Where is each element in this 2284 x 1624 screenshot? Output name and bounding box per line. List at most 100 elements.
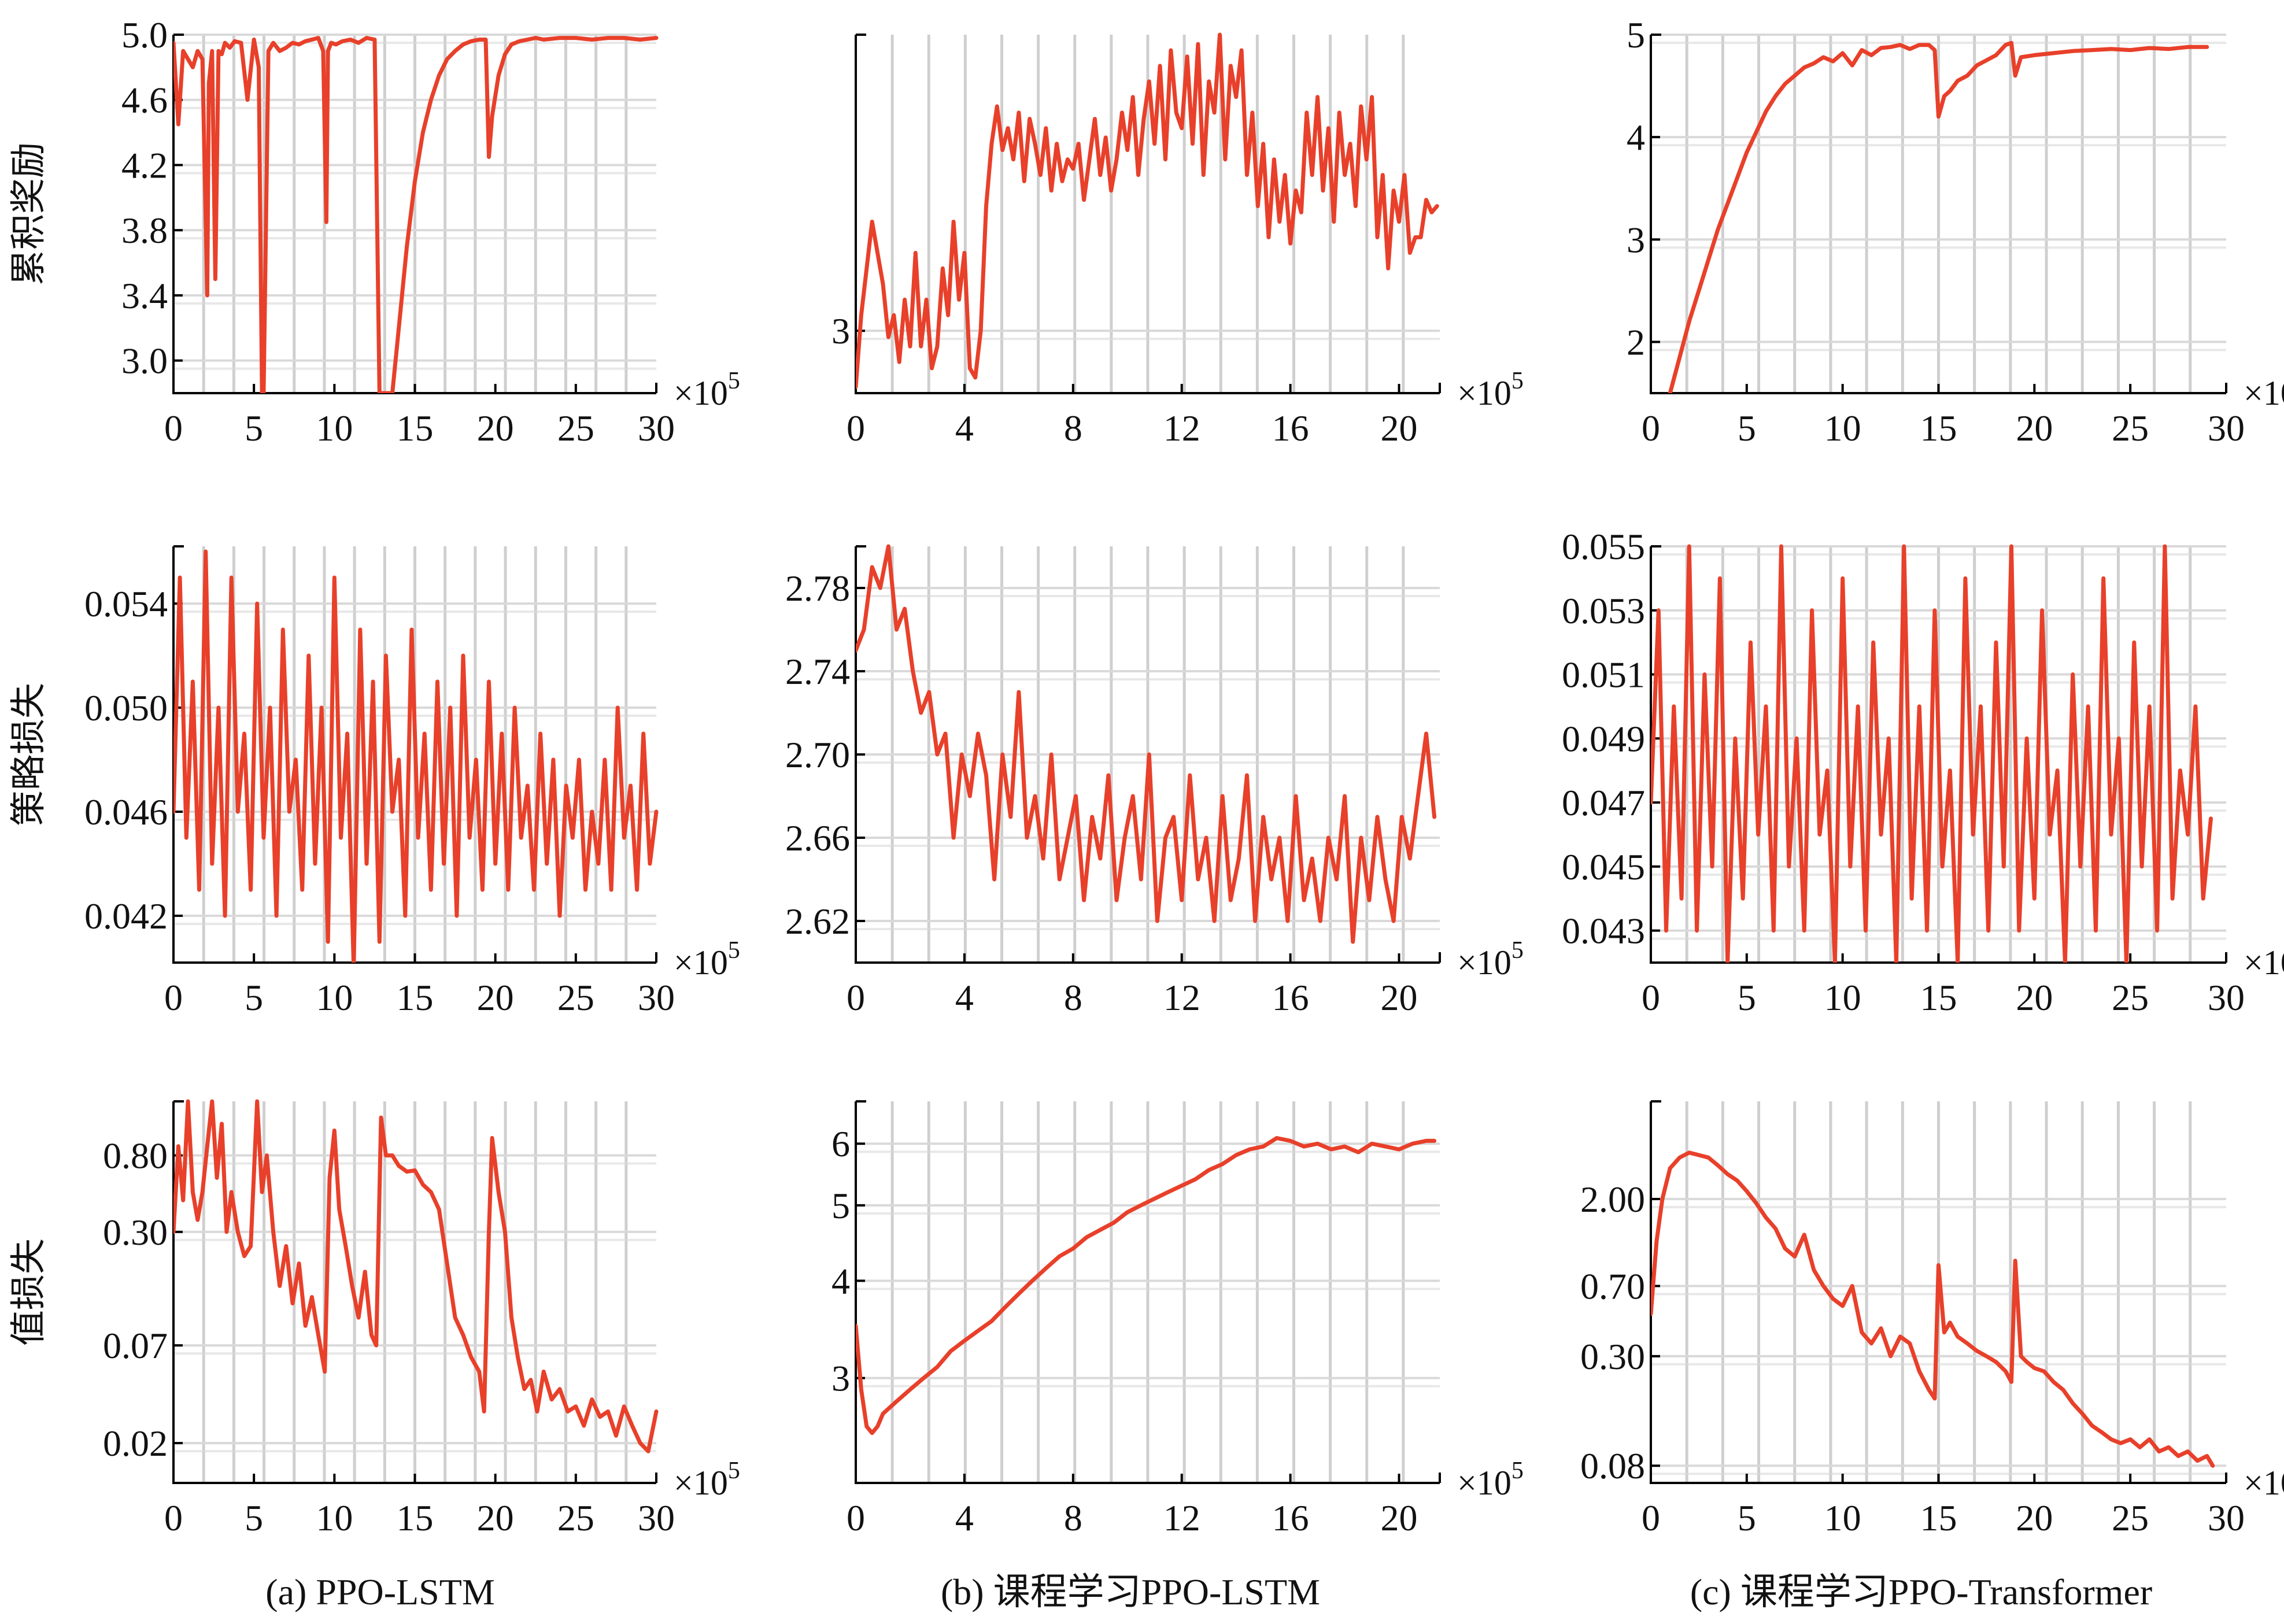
series-line [173,549,659,963]
x-tick-label: 15 [1920,1497,1957,1538]
x-tick-label: 8 [1064,1497,1082,1538]
y-tick-label: 2.74 [785,651,850,692]
y-tick-label: 0.045 [1562,846,1645,887]
x-tick-label: 16 [1272,1497,1309,1538]
x-tick-label: 0 [164,1497,183,1538]
y-tick-label: 2.00 [1580,1179,1645,1220]
x-tick-label: 0 [847,1497,865,1538]
y-tick-label: 0.049 [1562,718,1645,759]
y-tick-label: 0.08 [1580,1445,1645,1486]
x-tick-label: 20 [1381,1497,1418,1538]
y-tick-label: 4.2 [121,145,168,186]
y-tick-label: 0.043 [1562,911,1645,952]
y-tick-label: 0.054 [84,583,168,624]
x-tick-label: 10 [1824,408,1861,449]
x-tick-label: 30 [638,1497,675,1538]
series-line [1668,40,2209,393]
chart-b-value: 0 4 8 12 16 20 3 4 5 6 ×105 [831,1100,1524,1538]
series-line [173,1099,659,1453]
chart-b-policy: 0 4 8 12 16 20 2.62 2.66 2.70 2.74 2.78 ×105 [785,544,1524,1018]
series-line [856,1136,1437,1436]
chart-a-policy: 0 5 10 15 20 25 30 0.042 0.046 0.050 0.054 ×105 策略损失 [7,545,740,1018]
caption-2: (b) 课程学习PPO-LSTM [941,1571,1320,1612]
y-tick-label: 5 [1627,14,1645,56]
x-tick-label: 15 [397,977,434,1018]
y-tick-label: 0.051 [1562,654,1645,696]
y-tick-label: 2.62 [785,901,850,942]
chart-a-reward: 0 5 10 15 20 25 30 3.0 3.4 3.8 4.2 4.6 5.0 ×105 累积奖励 [7,14,740,449]
x-tick-label: 15 [397,1497,434,1538]
y-tick-label: 0.02 [103,1423,168,1464]
x-multiplier-exponent: 5 [728,1457,740,1484]
x-tick-label: 30 [638,408,675,449]
y-tick-label: 0.042 [84,896,168,937]
x-tick-label: 16 [1272,408,1309,449]
x-tick-label: 0 [847,977,865,1018]
x-tick-label: 20 [2016,408,2053,449]
x-multiplier: ×105 [674,937,740,982]
x-tick-label: 10 [316,1497,353,1538]
series-line [1651,1151,2215,1468]
y-tick-label: 4 [1627,117,1645,158]
y-tick-label: 6 [831,1123,850,1164]
y-tick-label: 0.055 [1562,526,1645,567]
x-tick-label: 0 [164,977,183,1018]
x-tick-label: 5 [1738,977,1756,1018]
x-multiplier-exponent: 5 [728,937,740,964]
x-tick-label: 0 [1642,408,1660,449]
chart-c-reward: 0 5 10 15 20 25 30 2 3 4 5 ×105 [1627,14,2284,449]
x-tick-label: 5 [245,1497,263,1538]
x-tick-label: 5 [1738,1497,1756,1538]
x-multiplier-exponent: 5 [1511,937,1524,964]
x-tick-label: 8 [1064,408,1082,449]
y-tick-label: 3.0 [121,341,168,382]
x-tick-label: 25 [2112,977,2149,1018]
x-multiplier: ×105 [1457,1457,1524,1502]
y-tick-label: 5.0 [121,14,168,56]
x-tick-label: 20 [2016,1497,2053,1538]
caption-3: (c) 课程学习PPO-Transformer [1690,1571,2152,1612]
x-tick-label: 4 [955,408,974,449]
x-tick-label: 10 [1824,1497,1861,1538]
x-tick-label: 10 [1824,977,1861,1018]
x-tick-label: 20 [2016,977,2053,1018]
y-tick-label: 0.050 [84,687,168,728]
x-tick-label: 12 [1163,1497,1200,1538]
x-tick-label: 5 [1738,408,1756,449]
x-tick-label: 10 [316,408,353,449]
x-tick-label: 0 [847,408,865,449]
y-tick-label: 0.30 [1580,1336,1645,1377]
x-tick-label: 20 [477,1497,514,1538]
x-multiplier-exponent: 5 [1511,1457,1524,1484]
y-tick-label: 0.047 [1562,782,1645,823]
series-line [856,544,1437,944]
x-multiplier-exponent: 5 [1511,368,1524,394]
y-tick-label: 3.4 [121,275,168,316]
x-tick-label: 5 [245,977,263,1018]
x-tick-label: 15 [1920,408,1957,449]
x-tick-label: 16 [1272,977,1309,1018]
y-axis-label: 累积奖励 [7,142,49,286]
x-multiplier-exponent: 5 [728,368,740,394]
x-tick-label: 25 [557,408,594,449]
y-tick-label: 0.30 [103,1212,168,1253]
x-multiplier: ×105 [674,368,740,412]
y-tick-label: 4.6 [121,80,168,121]
series-line [856,32,1439,389]
y-tick-label: 0.80 [103,1135,168,1176]
x-tick-label: 5 [245,408,263,449]
x-tick-label: 4 [955,1497,974,1538]
x-tick-label: 30 [2208,408,2245,449]
x-multiplier: ×105 [1457,368,1524,412]
series-line [1651,544,2213,963]
x-tick-label: 12 [1163,408,1200,449]
x-tick-label: 8 [1064,977,1082,1018]
caption-1: (a) PPO-LSTM [265,1571,494,1612]
x-tick-label: 0 [1642,977,1660,1018]
x-tick-label: 30 [2208,977,2245,1018]
x-tick-label: 25 [557,977,594,1018]
x-tick-label: 12 [1163,977,1200,1018]
x-tick-label: 4 [955,977,974,1018]
y-tick-label: 2 [1627,321,1645,362]
chart-c-policy: 0 5 10 15 20 25 30 0.043 0.045 0.047 0.049 0.051 0.0… [1562,526,2284,1018]
